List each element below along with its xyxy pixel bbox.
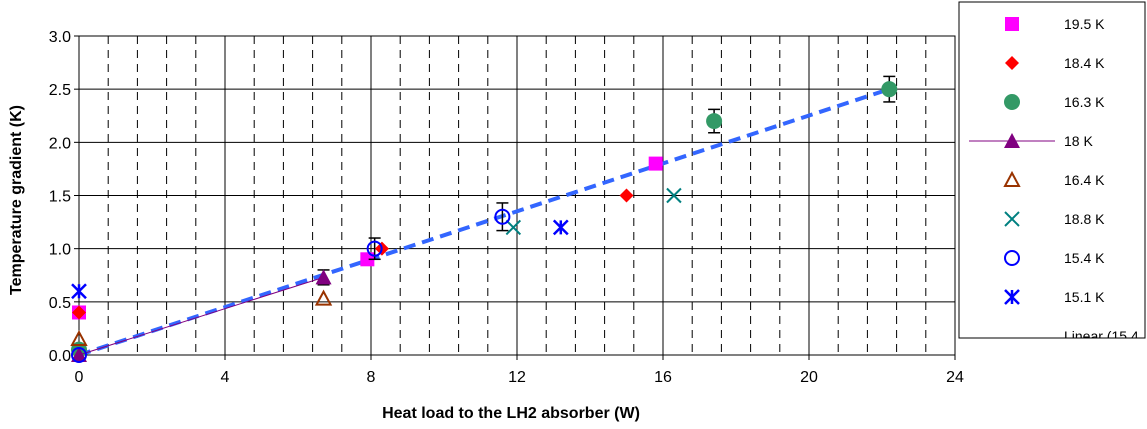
legend-entry-label: 15.1 K — [1064, 289, 1105, 305]
legend-marker — [1005, 17, 1019, 31]
series-connector-line — [78, 276, 324, 356]
series-18-k — [71, 269, 332, 362]
y-tick-label: 1.5 — [49, 189, 71, 206]
series-18-4-k — [72, 188, 634, 320]
legend-entry-label: 18.8 K — [1064, 211, 1105, 227]
x-tick-label: 0 — [75, 369, 84, 386]
y-tick-label: 0.5 — [49, 295, 71, 312]
legend-marker — [1005, 56, 1019, 70]
legend-entry-label: 16.3 K — [1064, 94, 1105, 110]
x-tick-label: 4 — [221, 369, 230, 386]
data-point — [72, 305, 86, 320]
x-tick-label: 24 — [946, 369, 964, 386]
y-tick-label: 1.0 — [49, 242, 71, 259]
series-19-5-k — [72, 156, 663, 320]
legend-marker — [1004, 289, 1020, 305]
data-point — [71, 347, 87, 362]
data-point — [619, 188, 634, 203]
legend-entry-label: 16.4 K — [1064, 172, 1105, 188]
legend-entry-label: 15.4 K — [1064, 250, 1105, 266]
y-tick-label: 0.0 — [49, 348, 71, 365]
series-15-1-k — [71, 219, 569, 300]
legend-marker — [1004, 94, 1020, 110]
data-point — [706, 113, 723, 130]
legend: 19.5 K 18.4 K 16.3 K 18 K 16.4 K 18.8 K 15.4 K… — [958, 1, 1146, 344]
y-tick-label: 3.0 — [49, 29, 71, 46]
series-18-8-k — [505, 187, 682, 236]
legend-marker — [1004, 133, 1020, 148]
data-point — [314, 289, 333, 306]
data-point — [552, 219, 569, 236]
series-16-4-k — [70, 289, 333, 347]
x-tick-label: 16 — [654, 369, 672, 386]
tick-labels: 0.0 0.5 1.0 1.5 2.0 2.5 3.0 0 4 8 12 16 20 24 — [49, 29, 964, 386]
x-tick-label: 8 — [367, 369, 376, 386]
linear-fit-line — [78, 87, 890, 357]
grid — [79, 36, 955, 355]
legend-entry-label: 19.5 K — [1064, 16, 1105, 32]
data-point — [494, 208, 511, 225]
data-point — [71, 283, 87, 300]
data-point — [505, 219, 522, 236]
data-point — [881, 81, 898, 98]
y-tick-label: 2.0 — [49, 135, 71, 152]
legend-entry-label: 18.4 K — [1064, 55, 1105, 71]
plot-area — [70, 75, 898, 363]
axes — [74, 35, 956, 360]
data-point — [366, 240, 383, 257]
legend-entry-label: 18 K — [1064, 133, 1093, 149]
legend-box — [958, 1, 1146, 339]
legend-marker — [1003, 170, 1021, 187]
x-tick-label: 20 — [800, 369, 818, 386]
data-point — [666, 187, 682, 204]
x-axis-title: Heat load to the LH2 absorber (W) — [382, 405, 640, 422]
data-point — [360, 252, 375, 267]
data-point — [315, 269, 332, 285]
data-point — [70, 329, 88, 347]
x-tick-label: 12 — [508, 369, 526, 386]
series-15-4-k — [71, 202, 511, 363]
legend-marker — [1004, 211, 1020, 227]
data-point — [71, 347, 87, 363]
y-axis-title: Temperature gradient (K) — [8, 105, 25, 295]
y-tick-label: 2.5 — [49, 82, 71, 99]
legend-marker — [1004, 250, 1020, 266]
legend-entry-label-fit: Linear (15.4 — [1064, 328, 1139, 344]
data-point — [648, 156, 663, 171]
